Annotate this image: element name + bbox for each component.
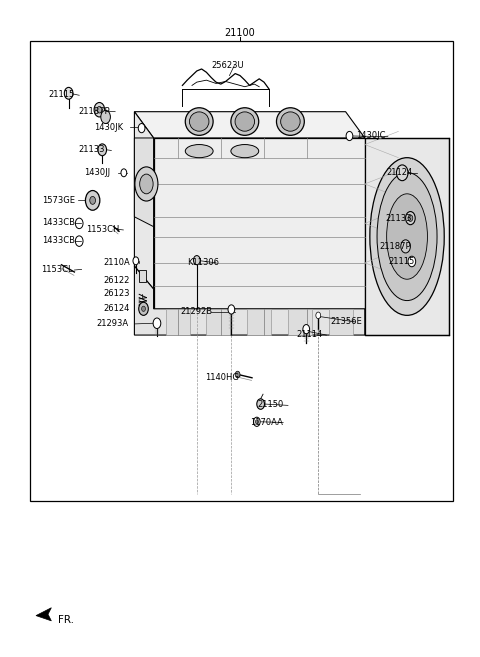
Text: 1170AA: 1170AA [250,418,283,427]
Text: 21356E: 21356E [330,317,362,326]
Ellipse shape [135,167,158,201]
Ellipse shape [185,145,213,158]
Circle shape [85,191,100,210]
Polygon shape [36,608,51,621]
Circle shape [142,306,145,311]
Ellipse shape [140,174,153,194]
Circle shape [406,212,415,225]
Text: 1140HG: 1140HG [205,373,240,382]
Text: 1430JJ: 1430JJ [84,168,110,177]
Ellipse shape [231,108,259,135]
Text: 21187P: 21187P [379,242,411,251]
Circle shape [94,102,105,117]
Text: 25623U: 25623U [211,60,244,70]
Circle shape [235,371,240,378]
Text: 26122: 26122 [103,276,130,285]
Text: 21150: 21150 [258,400,284,409]
Circle shape [138,124,145,133]
Circle shape [121,169,127,177]
Ellipse shape [231,145,259,158]
Circle shape [255,420,258,424]
Text: 21293A: 21293A [96,319,128,328]
Text: FR.: FR. [58,614,73,625]
Bar [329,309,353,335]
Text: 26124: 26124 [103,304,130,313]
Bar [288,309,312,335]
Bar [30,41,453,501]
Circle shape [90,196,96,204]
Circle shape [133,257,139,265]
Bar [206,309,230,335]
Ellipse shape [276,108,304,135]
Ellipse shape [185,108,213,135]
Circle shape [64,87,73,99]
Ellipse shape [235,112,254,131]
Polygon shape [134,112,365,138]
Ellipse shape [377,172,437,301]
Text: 21115: 21115 [389,257,415,266]
Circle shape [396,165,408,181]
Polygon shape [134,112,154,289]
Text: 1433CB: 1433CB [42,236,75,245]
Circle shape [228,305,235,314]
Ellipse shape [281,112,300,131]
Polygon shape [134,138,154,227]
Text: 21187P: 21187P [79,106,110,116]
Circle shape [316,312,321,319]
Circle shape [193,256,200,265]
Text: 1153CH: 1153CH [86,225,120,234]
Text: 21124: 21124 [386,168,412,177]
Text: 1153CL: 1153CL [41,265,72,274]
Text: 21133: 21133 [385,214,411,223]
Circle shape [257,399,264,409]
Circle shape [401,240,410,253]
Bar [139,270,146,282]
Text: 2110A: 2110A [103,258,130,267]
Circle shape [101,110,110,124]
Polygon shape [134,266,365,335]
Circle shape [97,106,102,113]
Text: 21292B: 21292B [180,307,213,316]
Bar [166,309,190,335]
Circle shape [98,144,107,156]
Text: 21114: 21114 [297,330,323,339]
Text: K11306: K11306 [187,258,219,267]
Circle shape [408,256,416,267]
Ellipse shape [190,112,209,131]
Circle shape [139,302,148,315]
Text: 21100: 21100 [225,28,255,38]
Ellipse shape [370,158,444,315]
Circle shape [346,131,353,141]
Text: 21133: 21133 [78,145,105,154]
Text: 21115: 21115 [48,90,74,99]
Text: 1433CB: 1433CB [42,218,75,227]
Text: 1430JC: 1430JC [356,131,385,141]
Text: 1430JK: 1430JK [94,123,123,132]
Polygon shape [365,138,449,335]
Ellipse shape [387,194,427,279]
Text: 26123: 26123 [103,289,130,298]
Text: 1573GE: 1573GE [42,196,75,205]
Circle shape [303,325,310,334]
Bar [247,309,271,335]
Circle shape [408,215,413,221]
Circle shape [153,318,161,328]
Polygon shape [154,138,365,309]
